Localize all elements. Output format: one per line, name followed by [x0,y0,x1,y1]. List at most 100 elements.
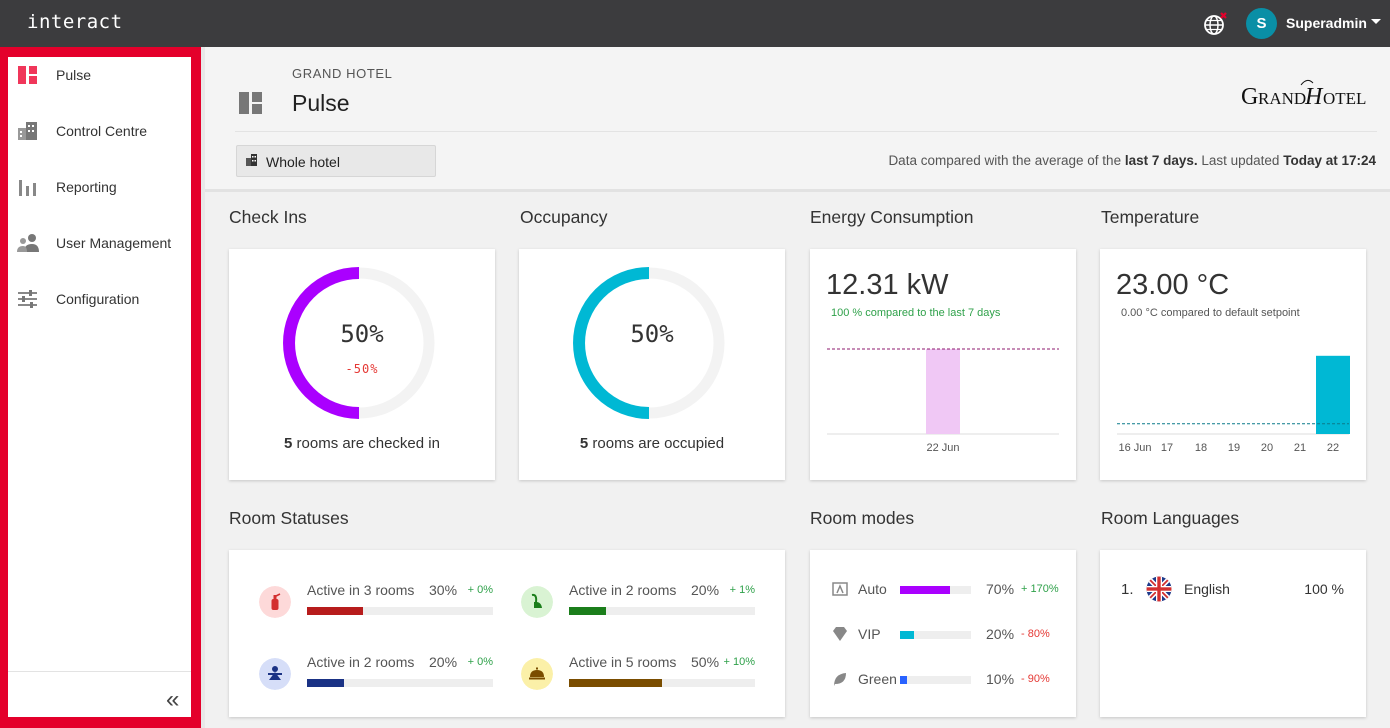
sidebar-item-configuration[interactable]: Configuration [8,281,191,317]
avatar[interactable]: S [1246,8,1277,39]
mode-bar [900,586,971,594]
sidebar-divider [8,671,191,672]
user-name[interactable]: Superadmin [1286,15,1367,31]
mode-row[interactable]: Auto 70% + 170% [832,579,1062,603]
header-shadow [205,189,1390,192]
sidebar: Pulse Control Centre Reporting [0,47,201,728]
sidebar-edge [201,47,205,728]
top-bar: interact S Superadmin [0,0,1390,47]
mode-bar-fill [900,586,950,594]
occupancy-gauge [573,267,725,419]
room-modes-title: Room modes [810,508,915,528]
mode-label: VIP [858,626,881,642]
checkins-delta: -50% [345,362,379,376]
room-service-icon [521,658,553,690]
sidebar-item-control-centre[interactable]: Control Centre [8,113,191,149]
maid-icon [259,658,291,690]
page-header: GRAND HOTEL Pulse G RAND H OTEL Whole ho… [205,47,1390,189]
temperature-title: Temperature [1101,207,1200,227]
room-languages-card[interactable]: 1. English 100 % [1100,550,1366,717]
checkins-gauge [283,267,435,419]
checkins-card[interactable]: 50% -50% 5 rooms are checked in [229,249,495,480]
room-statuses-card[interactable]: Active in 3 rooms 30% + 0% Active in 2 r… [229,550,785,717]
sidebar-item-pulse[interactable]: Pulse [8,57,191,93]
checkins-gauge-arc [283,267,360,419]
chart-tick-label: 21 [1294,442,1306,454]
auto-mode-icon [832,582,848,596]
mode-bar [900,676,971,684]
sidebar-item-label: Pulse [56,67,92,83]
building-icon [18,122,37,140]
chart-tick-label: 20 [1261,442,1273,454]
bar-chart-icon [19,180,36,196]
mode-delta: - 80% [1021,628,1050,640]
sliders-icon [18,290,37,308]
mode-row[interactable]: Green 10% - 90% [832,669,1062,693]
caret-down-icon[interactable] [1370,15,1382,27]
status-bar [307,679,493,687]
uk-flag-icon [1146,576,1172,602]
status-label: Active in 5 rooms [569,654,677,670]
checkins-value: 50% [340,320,384,348]
mode-delta: + 170% [1021,583,1059,595]
occupancy-card[interactable]: 50% 5 rooms are occupied [519,249,785,480]
status-delta: + 1% [729,584,755,596]
temperature-note: 0.00 °C compared to default setpoint [1121,307,1300,319]
compare-note: Data compared with the average of the la… [888,153,1376,168]
room-languages-title: Room Languages [1101,508,1240,528]
mode-bar-fill [900,631,915,639]
status-percent: 30% [429,582,458,598]
language-name: English [1184,581,1230,597]
mode-percent: 20% [986,626,1015,642]
status-item[interactable]: Active in 3 rooms 30% + 0% [259,582,499,632]
occupancy-title: Occupancy [520,207,608,227]
sidebar-item-user-management[interactable]: User Management [8,225,191,261]
hotel-name: GRAND HOTEL [292,66,393,81]
sidebar-item-label: Control Centre [56,123,148,139]
vacuum-icon [521,586,553,618]
room-statuses-title: Room Statuses [229,508,349,528]
scope-select[interactable]: Whole hotel [236,145,436,177]
chart-tick-label: 22 Jun [926,442,959,454]
mode-label: Green [858,671,897,687]
sidebar-item-label: User Management [56,235,172,251]
collapse-sidebar-button[interactable]: « [166,686,180,713]
chart-bar [926,349,960,434]
occupancy-caption: 5 rooms are occupied [579,435,725,452]
temperature-card[interactable]: 23.00 °C 0.00 °C compared to default set… [1100,249,1366,480]
status-bar-fill [307,679,345,687]
status-bar [307,607,493,615]
hotel-logo: G RAND H OTEL [1241,79,1366,110]
sidebar-panel: Pulse Control Centre Reporting [8,57,191,717]
header-divider [235,131,1377,132]
people-icon [17,234,39,252]
status-bar-fill [569,679,662,687]
status-item[interactable]: Active in 5 rooms 50% + 10% [521,654,761,704]
language-rank: 1. [1121,581,1134,598]
compare-period: last 7 days. [1124,153,1198,168]
mode-percent: 70% [986,581,1015,597]
language-percent: 100 % [1304,581,1344,597]
dashboard-icon [239,92,262,114]
status-percent: 20% [691,582,720,598]
app-brand[interactable]: interact [27,11,123,33]
chart-tick-label: 16 Jun [1118,442,1151,454]
mode-percent: 10% [986,671,1015,687]
status-item[interactable]: Active in 2 rooms 20% + 0% [259,654,499,704]
energy-card[interactable]: 12.31 kW 100 % compared to the last 7 da… [810,249,1076,480]
globe-offline-icon[interactable] [1203,12,1227,36]
extinguisher-icon [259,586,291,618]
chart-tick-label: 19 [1228,442,1240,454]
diamond-icon [833,627,847,641]
page-title: Pulse [292,90,350,116]
sidebar-item-reporting[interactable]: Reporting [8,169,191,205]
svg-text:H: H [1304,84,1324,110]
dashboard-icon [18,66,37,84]
mode-row[interactable]: VIP 20% - 80% [832,624,1062,648]
status-item[interactable]: Active in 2 rooms 20% + 1% [521,582,761,632]
status-label: Active in 3 rooms [307,582,415,598]
mode-label: Auto [858,581,887,597]
status-percent: 50% [691,654,720,670]
scope-select-value: Whole hotel [266,154,340,170]
room-modes-card[interactable]: Auto 70% + 170% VIP 20% - 80% Green 10% … [810,550,1076,717]
